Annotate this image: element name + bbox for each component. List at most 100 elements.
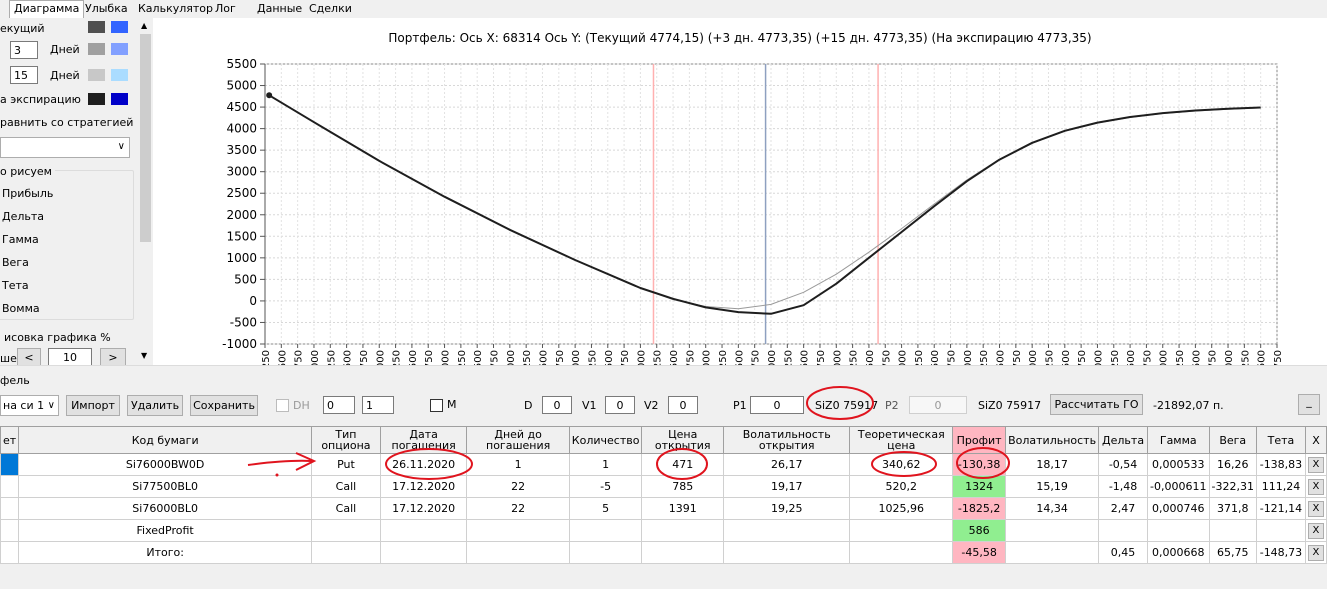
delete-row-cell[interactable]: X xyxy=(1304,453,1327,476)
table-row[interactable]: Si76000BL0 Call 17.12.2020 22 5 1391 19,25 1025… xyxy=(0,497,1327,520)
delete-row-button[interactable]: X xyxy=(1307,456,1324,473)
cell-date[interactable]: 26.11.2020 xyxy=(379,453,468,476)
cell-vol_open[interactable]: 19,25 xyxy=(723,497,851,520)
col-header-vega[interactable]: Вега xyxy=(1208,426,1257,454)
col-header-price[interactable]: Цена открытия xyxy=(641,426,725,454)
cell-theor[interactable]: 520,2 xyxy=(849,475,954,498)
table-row[interactable]: Si76000BW0D Put 26.11.2020 1 1 471 26,17 340,62… xyxy=(0,453,1327,476)
check-profit[interactable]: Прибыль xyxy=(2,187,54,200)
m-checkbox[interactable] xyxy=(430,399,443,412)
cell-gamma[interactable] xyxy=(1147,519,1210,542)
cell-type[interactable] xyxy=(311,519,381,542)
table-row[interactable]: Si77500BL0 Call 17.12.2020 22 -5 785 19,17 520,… xyxy=(0,475,1327,498)
v1-input[interactable]: 0 xyxy=(605,396,635,414)
tab-diagram[interactable]: Диаграмма xyxy=(9,0,85,19)
prev-button[interactable]: < xyxy=(17,348,41,365)
import-button[interactable]: Импорт xyxy=(66,395,120,416)
tab-data[interactable]: Данные xyxy=(257,2,303,15)
cell-gamma[interactable]: -0,000611 xyxy=(1147,475,1210,498)
days2-color-2[interactable] xyxy=(111,69,128,81)
row-selector[interactable] xyxy=(0,475,20,498)
check-vega[interactable]: Вега xyxy=(2,256,29,269)
delete-row-button[interactable]: X xyxy=(1307,522,1324,539)
cell-price[interactable]: 471 xyxy=(641,453,725,476)
cell-vega[interactable]: 16,26 xyxy=(1208,453,1257,476)
dh-checkbox[interactable] xyxy=(276,399,289,412)
col-header-vol-open[interactable]: Волатильность открытия xyxy=(723,426,851,454)
cell-delta[interactable]: 2,47 xyxy=(1098,497,1149,520)
cell-type[interactable]: Call xyxy=(311,497,381,520)
cell-delta[interactable]: -1,48 xyxy=(1098,475,1149,498)
cell-vega[interactable] xyxy=(1208,519,1257,542)
cell-delta[interactable]: 0,45 xyxy=(1098,541,1149,564)
row-selector[interactable] xyxy=(0,497,20,520)
cell-theta[interactable]: 111,24 xyxy=(1255,475,1306,498)
cell-qty[interactable] xyxy=(568,541,643,564)
cell-code[interactable]: Si76000BL0 xyxy=(18,497,313,520)
check-delta[interactable]: Дельта xyxy=(2,210,45,223)
cell-theor[interactable] xyxy=(849,541,954,564)
cell-vol_open[interactable]: 19,17 xyxy=(723,475,851,498)
col-header-profit[interactable]: Профит xyxy=(952,426,1007,454)
cell-theor[interactable]: 1025,96 xyxy=(849,497,954,520)
cell-vol[interactable]: 18,17 xyxy=(1005,453,1100,476)
cell-vol_open[interactable] xyxy=(723,519,851,542)
cell-price[interactable]: 785 xyxy=(641,475,725,498)
col-header-qty[interactable]: Количество xyxy=(568,426,643,454)
check-theta[interactable]: Тета xyxy=(2,279,29,292)
spin-input-2[interactable]: 1 xyxy=(362,396,394,414)
current-color-2[interactable] xyxy=(111,21,128,33)
delete-row-cell[interactable]: X xyxy=(1304,497,1327,520)
cell-vol_open[interactable] xyxy=(723,541,851,564)
cell-theta[interactable] xyxy=(1255,519,1306,542)
scroll-down-icon[interactable]: ▼ xyxy=(141,351,148,360)
cell-profit[interactable]: -130,38 xyxy=(952,453,1007,476)
row-selector[interactable] xyxy=(0,453,20,476)
expiration-color-1[interactable] xyxy=(88,93,105,105)
cell-price[interactable]: 1391 xyxy=(641,497,725,520)
scroll-up-icon[interactable]: ▲ xyxy=(141,21,148,30)
check-gamma[interactable]: Гамма xyxy=(2,233,39,246)
row-selector[interactable] xyxy=(0,519,20,542)
delete-row-button[interactable]: X xyxy=(1307,478,1324,495)
table-row[interactable]: FixedProfit 586 X xyxy=(0,519,1327,542)
cell-vol[interactable]: 15,19 xyxy=(1005,475,1100,498)
cell-days[interactable] xyxy=(466,541,570,564)
delete-row-cell[interactable]: X xyxy=(1304,541,1327,564)
col-header-code[interactable]: Код бумаги xyxy=(18,426,313,454)
days2-color-1[interactable] xyxy=(88,69,105,81)
cell-price[interactable] xyxy=(641,541,725,564)
cell-vol[interactable] xyxy=(1005,541,1100,564)
cell-vol_open[interactable]: 26,17 xyxy=(723,453,851,476)
cell-type[interactable]: Call xyxy=(311,475,381,498)
cell-vega[interactable]: 371,8 xyxy=(1208,497,1257,520)
tab-log[interactable]: Лог xyxy=(215,2,236,15)
cell-code[interactable]: Si77500BL0 xyxy=(18,475,313,498)
draw-percent-input[interactable]: 10 xyxy=(48,348,92,365)
days-input-1[interactable]: 3 xyxy=(10,41,38,59)
scroll-thumb[interactable] xyxy=(140,34,151,242)
cell-days[interactable]: 22 xyxy=(466,475,570,498)
cell-profit[interactable]: 1324 xyxy=(952,475,1007,498)
cell-code[interactable]: FixedProfit xyxy=(18,519,313,542)
cell-code[interactable]: Итого: xyxy=(18,541,313,564)
cell-days[interactable] xyxy=(466,519,570,542)
cell-qty[interactable]: 1 xyxy=(568,453,643,476)
cell-theta[interactable]: -121,14 xyxy=(1255,497,1306,520)
cell-date[interactable] xyxy=(379,541,468,564)
cell-profit[interactable]: 586 xyxy=(952,519,1007,542)
col-header-select[interactable]: ет xyxy=(0,426,20,454)
cell-theor[interactable]: 340,62 xyxy=(849,453,954,476)
expiration-color-2[interactable] xyxy=(111,93,128,105)
d-input[interactable]: 0 xyxy=(542,396,572,414)
tab-smile[interactable]: Улыбка xyxy=(85,2,128,15)
save-button[interactable]: Сохранить xyxy=(190,395,258,416)
cell-vega[interactable]: 65,75 xyxy=(1208,541,1257,564)
col-header-delta[interactable]: Дельта xyxy=(1098,426,1149,454)
days-input-2[interactable]: 15 xyxy=(10,66,38,84)
table-row[interactable]: Итого: -45,58 0,45 0,000668 65,75 -148,73 X xyxy=(0,541,1327,564)
cell-theta[interactable]: -148,73 xyxy=(1255,541,1306,564)
cell-date[interactable]: 17.12.2020 xyxy=(379,475,468,498)
cell-delta[interactable]: -0,54 xyxy=(1098,453,1149,476)
current-color-1[interactable] xyxy=(88,21,105,33)
